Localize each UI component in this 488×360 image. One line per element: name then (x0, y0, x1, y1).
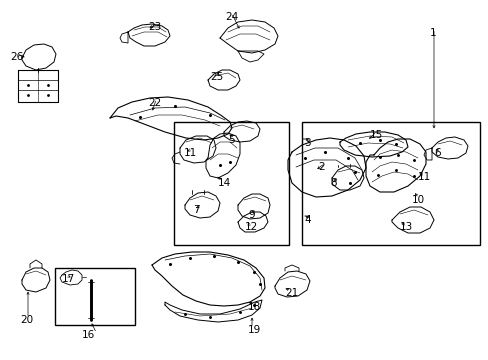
Text: 1: 1 (429, 28, 436, 38)
Bar (302, 122, 479, 245)
Bar (55, 268, 135, 325)
Text: 23: 23 (148, 22, 161, 32)
Text: 25: 25 (209, 72, 223, 82)
Bar (174, 122, 288, 245)
Text: 17: 17 (62, 274, 75, 284)
Text: 18: 18 (247, 302, 261, 312)
Text: 9: 9 (247, 210, 254, 220)
Text: 24: 24 (224, 12, 238, 22)
Text: 22: 22 (148, 98, 161, 108)
Text: 14: 14 (218, 178, 231, 188)
Text: 4: 4 (304, 215, 310, 225)
Text: 2: 2 (317, 162, 324, 172)
Text: 11: 11 (417, 172, 430, 182)
Text: 19: 19 (247, 325, 261, 335)
Text: 5: 5 (227, 135, 234, 145)
Text: 20: 20 (20, 315, 33, 325)
Text: 11: 11 (183, 148, 197, 158)
Text: 10: 10 (411, 195, 424, 205)
Text: 3: 3 (304, 138, 310, 148)
Text: 15: 15 (369, 130, 383, 140)
Text: 16: 16 (81, 330, 95, 340)
Text: 12: 12 (244, 222, 258, 232)
Text: 6: 6 (433, 148, 440, 158)
Text: 7: 7 (193, 205, 199, 215)
Text: 8: 8 (329, 178, 336, 188)
Text: 26: 26 (10, 52, 23, 62)
Text: 13: 13 (399, 222, 412, 232)
Text: 21: 21 (285, 288, 298, 298)
